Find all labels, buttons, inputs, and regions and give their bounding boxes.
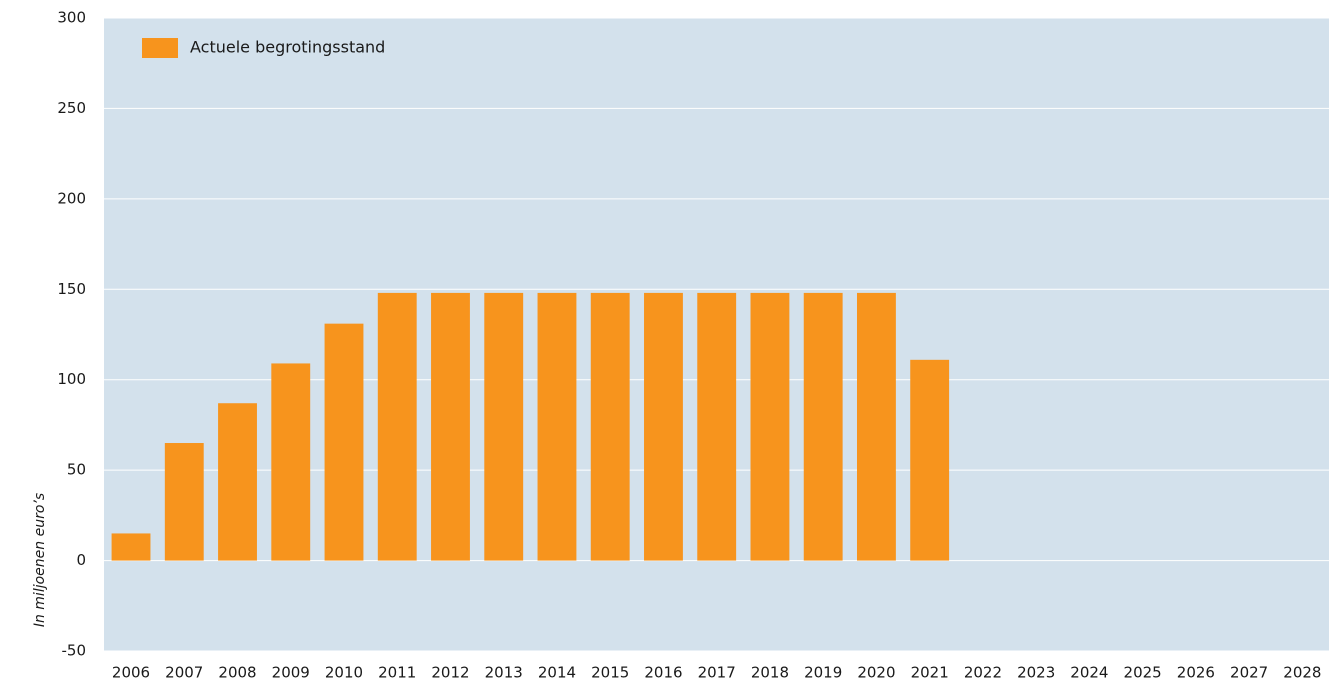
bar xyxy=(484,292,524,561)
x-tick-label: 2024 xyxy=(1070,664,1108,682)
x-tick-label: 2014 xyxy=(538,664,576,682)
x-tick-label: 2011 xyxy=(378,664,416,682)
y-tick-label: 200 xyxy=(57,189,86,207)
bar xyxy=(803,292,843,561)
x-tick-label: 2022 xyxy=(964,664,1002,682)
bar xyxy=(590,292,630,561)
bar xyxy=(856,292,896,561)
x-tick-label: 2007 xyxy=(165,664,203,682)
y-tick-label: 300 xyxy=(57,9,86,27)
bar xyxy=(111,533,151,561)
bar xyxy=(910,359,950,561)
bar xyxy=(697,292,737,561)
x-tick-label: 2018 xyxy=(751,664,789,682)
x-tick-label: 2015 xyxy=(591,664,629,682)
x-tick-label: 2012 xyxy=(431,664,469,682)
y-tick-label: 250 xyxy=(57,99,86,117)
y-tick-label: 50 xyxy=(67,461,86,479)
y-tick-label: -50 xyxy=(62,642,87,660)
x-tick-label: 2028 xyxy=(1283,664,1321,682)
x-tick-label: 2008 xyxy=(218,664,256,682)
x-tick-label: 2017 xyxy=(698,664,736,682)
bar xyxy=(324,323,364,561)
x-tick-label: 2027 xyxy=(1230,664,1268,682)
bar xyxy=(750,292,790,561)
bar xyxy=(431,292,470,561)
x-tick-label: 2009 xyxy=(272,664,310,682)
legend-swatch xyxy=(142,38,178,58)
bar xyxy=(644,292,683,561)
x-tick-label: 2023 xyxy=(1017,664,1055,682)
x-tick-label: 2013 xyxy=(485,664,523,682)
y-tick-label: 100 xyxy=(57,370,86,388)
x-tick-label: 2016 xyxy=(644,664,682,682)
bar xyxy=(537,292,577,561)
bar xyxy=(271,363,311,561)
bar xyxy=(164,443,204,561)
y-axis-label: In miljoenen euro’s xyxy=(32,493,48,627)
x-tick-label: 2010 xyxy=(325,664,363,682)
x-tick-label: 2025 xyxy=(1124,664,1162,682)
x-tick-label: 2020 xyxy=(857,664,895,682)
x-tick-label: 2021 xyxy=(911,664,949,682)
bar xyxy=(377,292,417,561)
legend-label: Actuele begrotingsstand xyxy=(190,38,385,57)
bar xyxy=(218,403,257,561)
y-tick-label: 0 xyxy=(76,551,86,569)
x-tick-label: 2026 xyxy=(1177,664,1215,682)
y-tick-label: 150 xyxy=(57,280,86,298)
x-tick-label: 2006 xyxy=(112,664,150,682)
x-tick-label: 2019 xyxy=(804,664,842,682)
